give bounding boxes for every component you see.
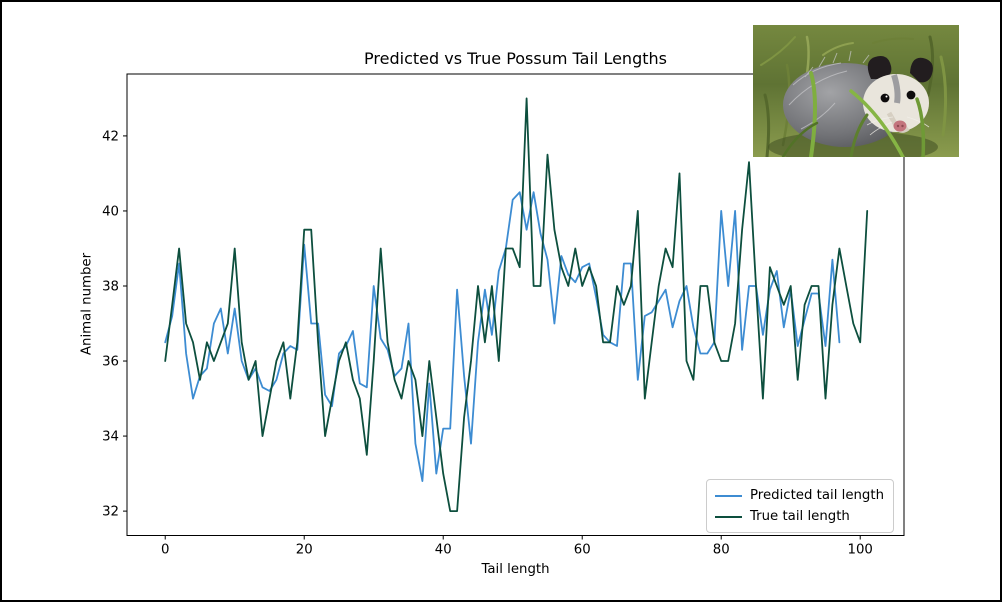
x-tick-label: 100 [848,543,873,558]
foreground-grass [781,71,926,157]
legend-label-true: True tail length [750,509,850,524]
possum-nose [893,120,907,132]
fur-highlights [788,50,870,130]
possum-ear-right [910,57,933,83]
possum-eye-left [880,93,890,103]
crown-stripe [891,74,901,104]
y-tick-label: 36 [102,355,119,370]
legend-item-predicted: Predicted tail length [715,485,885,506]
legend-label-predicted: Predicted tail length [750,488,885,503]
x-axis-label: Tail length [481,562,550,577]
x-tick-label: 60 [574,543,591,558]
x-tick-label: 80 [713,543,730,558]
y-tick-label: 42 [102,130,119,145]
true-line-swatch [715,515,742,518]
x-tick-label: 20 [296,543,313,558]
legend: Predicted tail length True tail length [706,479,894,533]
nostril [901,124,904,128]
predicted-line [164,191,841,483]
true-line [164,97,869,513]
y-tick-label: 32 [102,505,119,520]
possum-ear-left [867,56,892,79]
eye-glint [885,95,888,98]
predicted-line-swatch [715,494,742,497]
x-tick-label: 40 [435,543,452,558]
legend-item-true: True tail length [715,506,885,527]
y-axis-label: Animal number [79,252,95,356]
chart-title: Predicted vs True Possum Tail Lengths [364,49,667,68]
y-tick-label: 38 [102,280,119,295]
y-tick-label: 34 [102,430,119,445]
possum-eye-right [906,90,916,100]
nostril [896,124,900,128]
possum-photo [753,25,959,157]
y-tick-label: 40 [102,205,119,220]
x-tick-label: 0 [161,543,169,558]
axes-spines [126,73,905,536]
